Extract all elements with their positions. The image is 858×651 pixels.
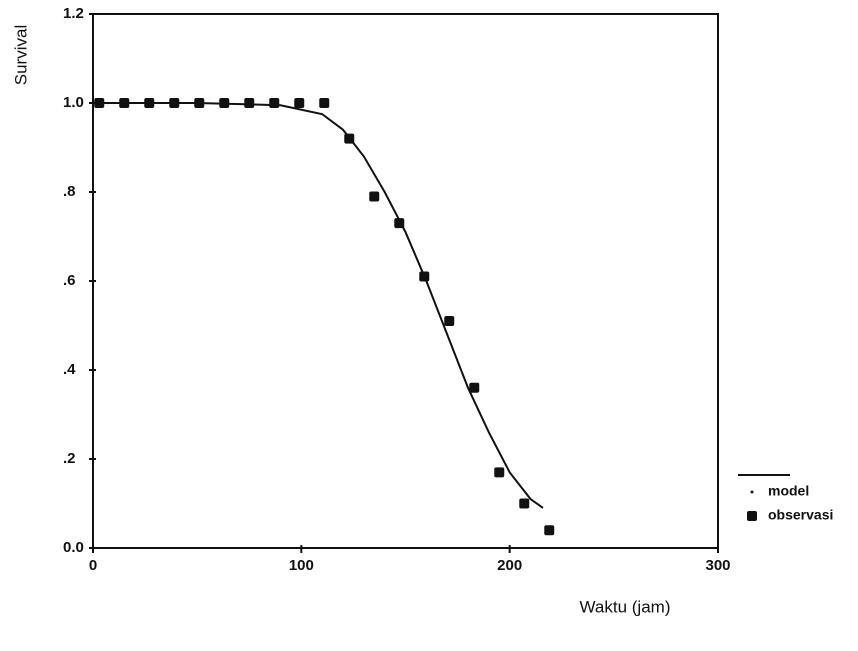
observation-point <box>319 98 330 108</box>
observation-point <box>219 98 230 108</box>
y-tick-label: 1.2 <box>63 5 84 22</box>
observation-point <box>269 98 280 108</box>
legend-marker <box>747 511 757 521</box>
observation-point <box>119 98 130 108</box>
y-tick-label: 0.0 <box>63 539 84 556</box>
y-tick-label: .6 <box>63 272 76 289</box>
x-tick-label: 0 <box>89 557 97 574</box>
y-tick-label: .2 <box>63 450 76 467</box>
y-tick-label: .8 <box>63 183 76 200</box>
observation-point <box>94 98 105 108</box>
observation-point <box>344 133 355 144</box>
y-axis-title: Survival <box>11 25 30 85</box>
x-tick-label: 100 <box>289 557 314 574</box>
observation-point <box>144 98 155 108</box>
observation-point <box>194 98 205 108</box>
observation-point <box>519 498 530 509</box>
observation-point <box>244 98 255 108</box>
x-tick-label: 300 <box>705 557 730 574</box>
observation-point <box>169 98 180 108</box>
legend-dot <box>750 490 754 494</box>
observation-point <box>419 271 430 282</box>
observation-point <box>369 191 380 202</box>
legend-label: model <box>768 483 809 499</box>
x-axis-title: Waktu (jam) <box>580 597 671 616</box>
model-line <box>93 102 544 509</box>
observation-point <box>494 467 505 478</box>
plot-frame <box>92 13 719 549</box>
observation-point <box>544 525 555 536</box>
observation-point <box>294 98 305 108</box>
observation-point <box>444 316 455 327</box>
observation-point <box>394 218 405 229</box>
observation-point <box>469 382 480 393</box>
legend-label: observasi <box>768 507 833 523</box>
y-tick-label: 1.0 <box>63 94 84 111</box>
x-tick-label: 200 <box>497 557 522 574</box>
y-tick-label: .4 <box>63 361 76 378</box>
